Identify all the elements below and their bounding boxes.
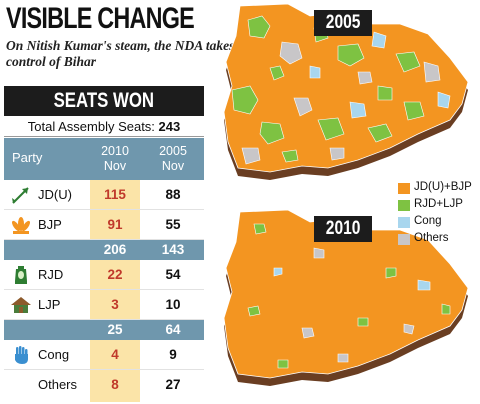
total-seats-label: Total Assembly Seats: bbox=[27, 119, 155, 134]
legend-item: Cong bbox=[396, 214, 480, 231]
column-2010-highlight bbox=[90, 138, 140, 402]
subtotal-2005: 64 bbox=[165, 322, 181, 337]
table-row-others: Others 8 27 bbox=[4, 370, 204, 400]
map-2005 bbox=[223, 3, 469, 180]
table-header: Party 2010 Nov 2005 Nov bbox=[4, 138, 204, 180]
subtotal-row-rjd-ljp: 25 64 bbox=[4, 320, 204, 340]
table-row-ljp: LJP 3 10 bbox=[4, 290, 204, 320]
hand-icon bbox=[15, 346, 28, 364]
legend-label: RJD+LJP bbox=[414, 198, 463, 210]
headline: VISIBLE CHANGE bbox=[6, 2, 195, 35]
legend-swatch bbox=[398, 234, 410, 245]
header-2005: 2005 Nov bbox=[159, 144, 187, 173]
header-2010: 2010 Nov bbox=[101, 144, 129, 173]
table-row-rjd: RJD 22 54 bbox=[4, 260, 204, 290]
subtotal-2010: 25 bbox=[107, 322, 123, 337]
legend-label: JD(U)+BJP bbox=[414, 181, 472, 193]
seats-2010: 22 bbox=[107, 267, 123, 282]
bungalow-icon bbox=[11, 297, 31, 313]
total-seats: Total Assembly Seats: 243 bbox=[4, 117, 204, 137]
legend-swatch bbox=[398, 217, 410, 228]
legend-label: Cong bbox=[414, 215, 442, 227]
legend-item: RJD+LJP bbox=[396, 197, 480, 214]
seats-2010: 91 bbox=[107, 217, 123, 232]
map-legend: JD(U)+BJP RJD+LJP Cong Others bbox=[396, 180, 480, 248]
party-name: JD(U) bbox=[38, 187, 72, 202]
arrow-icon bbox=[12, 187, 29, 204]
map-2010-year: 2010 bbox=[314, 216, 372, 242]
table-row-jdu: JD(U) 115 88 bbox=[4, 180, 204, 210]
party-name: BJP bbox=[38, 217, 62, 232]
seats-2005: 54 bbox=[165, 267, 181, 282]
table-row-cong: Cong 4 9 bbox=[4, 340, 204, 370]
legend-label: Others bbox=[414, 232, 449, 244]
lantern-icon bbox=[15, 266, 27, 284]
seats-2010: 8 bbox=[111, 377, 119, 392]
party-name: RJD bbox=[38, 267, 64, 282]
subtotal-row-nda: 206 143 bbox=[4, 240, 204, 260]
seats-2005: 27 bbox=[165, 377, 181, 392]
table-title: SEATS WON bbox=[4, 86, 204, 116]
seats-2005: 55 bbox=[165, 217, 181, 232]
party-name: LJP bbox=[38, 297, 61, 312]
seats-2005: 9 bbox=[169, 347, 177, 362]
map-2010 bbox=[223, 209, 469, 386]
map-2005-year: 2005 bbox=[314, 10, 372, 36]
total-seats-value: 243 bbox=[158, 119, 181, 134]
table-row-bjp: BJP 91 55 bbox=[4, 210, 204, 240]
legend-swatch bbox=[398, 183, 410, 194]
seats-2010: 3 bbox=[111, 297, 119, 312]
party-name: Others bbox=[38, 377, 78, 392]
seats-2005: 88 bbox=[165, 187, 181, 202]
legend-item: Others bbox=[396, 231, 480, 248]
lotus-icon bbox=[11, 217, 31, 234]
legend-item: JD(U)+BJP bbox=[396, 180, 480, 197]
seats-2010: 4 bbox=[111, 347, 119, 362]
legend-swatch bbox=[398, 200, 410, 211]
subtotal-2010: 206 bbox=[103, 242, 127, 257]
subtotal-2005: 143 bbox=[161, 242, 185, 257]
seats-2005: 10 bbox=[165, 297, 181, 312]
seats-won-table: SEATS WON Total Assembly Seats: 243 Part… bbox=[4, 86, 204, 402]
subheadline: On Nitish Kumar's steam, the NDA takes c… bbox=[6, 38, 235, 69]
header-party: Party bbox=[12, 150, 43, 165]
party-name: Cong bbox=[38, 347, 70, 362]
seats-2010: 115 bbox=[104, 187, 126, 202]
